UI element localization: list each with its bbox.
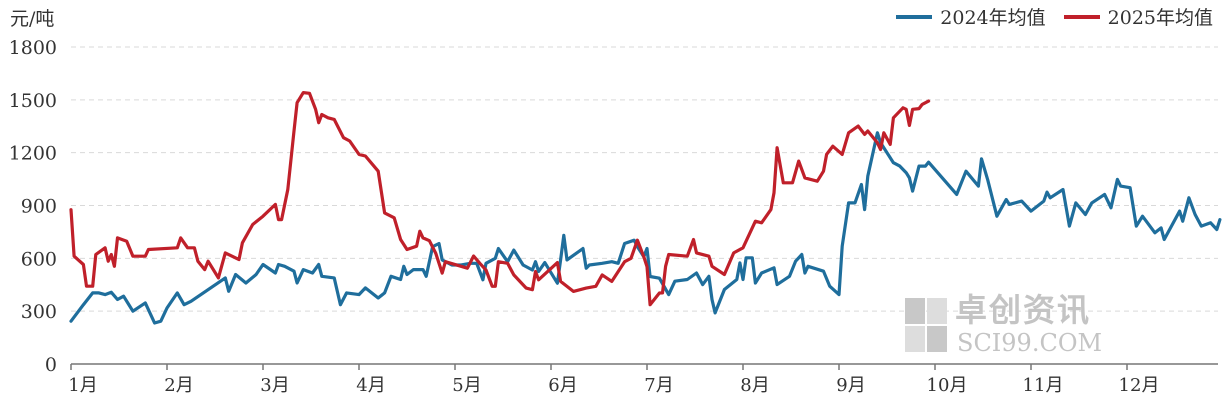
series-lines (69, 90, 1222, 325)
series-line-2025 (69, 90, 931, 307)
x-tick-label: 6月 (548, 375, 577, 396)
series-line-2024 (69, 131, 1222, 325)
x-tick-label: 4月 (356, 375, 385, 396)
y-tick-label: 1500 (9, 90, 57, 112)
x-tick-label: 10月 (927, 375, 968, 396)
x-tick-label: 9月 (836, 375, 865, 396)
gridlines (71, 46, 1218, 312)
x-tick-label: 1月 (68, 375, 97, 396)
watermark-text-cn: 卓创资讯 (955, 291, 1092, 329)
x-tick-label: 5月 (452, 375, 481, 396)
x-tick-label: 11月 (1023, 375, 1064, 396)
y-tick-label: 1800 (9, 37, 57, 59)
legend-item-2024: 2024年均值 (896, 3, 1046, 30)
y-tick-label: 600 (21, 248, 57, 270)
legend-swatch-2024 (896, 14, 933, 19)
legend: 2024年均值 2025年均值 (896, 3, 1213, 30)
x-tick-label: 8月 (740, 375, 769, 396)
y-tick-label: 300 (21, 301, 57, 323)
watermark-text-en: SCI99.COM (957, 329, 1103, 357)
y-tick-label: 1200 (9, 143, 57, 165)
x-tick-label: 2月 (164, 375, 193, 396)
y-tick-label: 0 (45, 354, 57, 376)
legend-label-2024: 2024年均值 (940, 7, 1046, 29)
legend-item-2025: 2025年均值 (1063, 3, 1213, 30)
legend-label-2025: 2025年均值 (1107, 7, 1213, 29)
x-tick-label: 3月 (260, 375, 289, 396)
y-axis-unit-label: 元/吨 (10, 8, 55, 30)
y-axis: 0 300 600 900 1200 1500 1800 (9, 37, 57, 376)
legend-swatch-2025 (1063, 14, 1100, 19)
y-tick-label: 900 (21, 196, 57, 218)
x-axis: 1月 2月 3月 4月 5月 6月 7月 8月 9月 10月 11月 12月 (68, 363, 1218, 396)
x-tick-label: 7月 (644, 375, 673, 396)
x-tick-label: 12月 (1119, 375, 1160, 396)
